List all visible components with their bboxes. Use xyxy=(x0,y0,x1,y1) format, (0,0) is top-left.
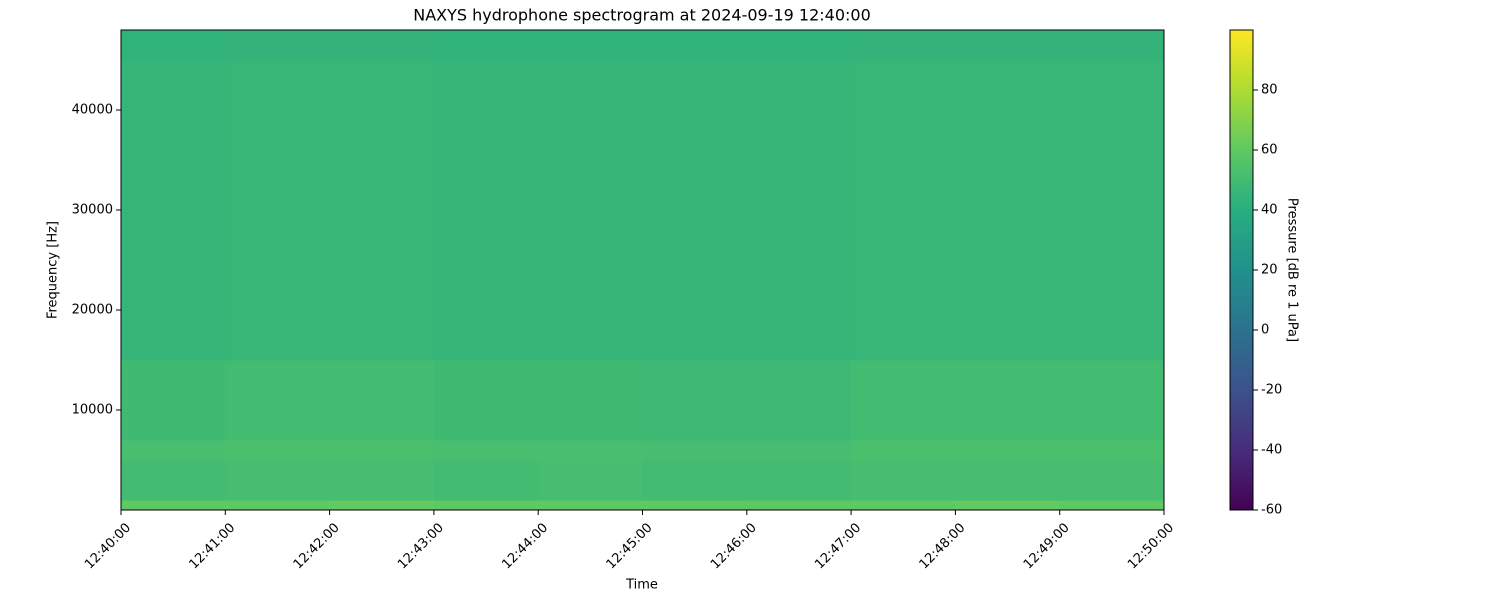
spectrogram-cell xyxy=(225,440,331,461)
colorbar-tick-label: 40 xyxy=(1261,203,1278,218)
spectrogram-cell xyxy=(433,360,539,441)
spectrogram-cell xyxy=(1059,440,1165,461)
chart-title: NAXYS hydrophone spectrogram at 2024-09-… xyxy=(413,6,871,25)
x-tick-label: 12:44:00 xyxy=(499,520,551,572)
spectrogram-cell xyxy=(955,360,1061,441)
spectrogram-cell xyxy=(851,30,956,61)
spectrogram-cell xyxy=(1059,30,1165,61)
x-axis-label: Time xyxy=(625,578,658,593)
colorbar-tick-label: -20 xyxy=(1261,383,1282,398)
spectrogram-cell xyxy=(642,500,748,511)
spectrogram-cell xyxy=(955,460,1061,501)
spectrogram-cell xyxy=(642,60,748,361)
spectrogram-cell xyxy=(433,30,539,61)
y-tick-label: 10000 xyxy=(72,403,113,418)
spectrogram-cell xyxy=(121,360,226,441)
spectrogram-cell xyxy=(433,500,539,511)
spectrogram-cell xyxy=(1059,460,1165,501)
colorbar-label: Pressure [dB re 1 uPa] xyxy=(1285,198,1300,342)
spectrogram-cell xyxy=(329,500,435,511)
x-tick-label: 12:45:00 xyxy=(604,520,656,572)
spectrogram-cell xyxy=(955,500,1061,511)
colorbar-tick-label: 0 xyxy=(1261,323,1269,338)
spectrogram-cell xyxy=(538,60,643,361)
spectrogram-cell xyxy=(642,440,748,461)
spectrogram-cell xyxy=(746,440,852,461)
spectrogram-cell xyxy=(121,500,226,511)
spectrogram-cell xyxy=(433,460,539,501)
spectrogram-cell xyxy=(1059,500,1165,511)
spectrogram-cell xyxy=(225,30,331,61)
x-tick-label: 12:50:00 xyxy=(1125,520,1177,572)
x-tick-label: 12:40:00 xyxy=(82,520,134,572)
spectrogram-cell xyxy=(851,500,956,511)
spectrogram-cell xyxy=(433,60,539,361)
x-tick-label: 12:49:00 xyxy=(1021,520,1073,572)
x-tick-label: 12:41:00 xyxy=(186,520,238,572)
spectrogram-cell xyxy=(538,360,643,441)
spectrogram-cell xyxy=(642,360,748,441)
colorbar-tick-label: 60 xyxy=(1261,143,1278,158)
spectrogram-cell xyxy=(538,440,643,461)
spectrogram-cell xyxy=(746,30,852,61)
spectrogram-cell xyxy=(1059,360,1165,441)
colorbar-tick-label: 80 xyxy=(1261,83,1278,98)
y-axis-label: Frequency [Hz] xyxy=(46,221,61,319)
spectrogram-cell xyxy=(225,500,331,511)
y-tick-label: 20000 xyxy=(72,303,113,318)
x-tick-label: 12:48:00 xyxy=(917,520,969,572)
spectrogram-cell xyxy=(329,60,435,361)
spectrogram-cell xyxy=(225,360,331,441)
spectrogram-cell xyxy=(642,30,748,61)
spectrogram-cell xyxy=(955,30,1061,61)
spectrogram-cell xyxy=(746,500,852,511)
spectrogram-cell xyxy=(121,30,226,61)
spectrogram-cell xyxy=(851,440,956,461)
x-tick-label: 12:42:00 xyxy=(291,520,343,572)
spectrogram-cell xyxy=(329,360,435,441)
y-tick-label: 40000 xyxy=(72,103,113,118)
spectrogram-cell xyxy=(121,440,226,461)
spectrogram-cell xyxy=(955,440,1061,461)
x-tick-label: 12:43:00 xyxy=(395,520,447,572)
spectrogram-cell xyxy=(955,60,1061,361)
spectrogram-cell xyxy=(538,500,643,511)
x-tick-label: 12:46:00 xyxy=(708,520,760,572)
spectrogram-cell xyxy=(746,360,852,441)
colorbar-tick-label: -40 xyxy=(1261,443,1282,458)
spectrogram-cell xyxy=(225,60,331,361)
y-tick-label: 30000 xyxy=(72,203,113,218)
spectrogram-cell xyxy=(851,60,956,361)
spectrogram-cell xyxy=(538,460,643,501)
spectrogram-cell xyxy=(746,460,852,501)
spectrogram-cell xyxy=(121,60,226,361)
spectrogram-cell xyxy=(329,440,435,461)
spectrogram-cell xyxy=(433,440,539,461)
spectrogram-cell xyxy=(329,460,435,501)
spectrogram-cell xyxy=(642,460,748,501)
spectrogram-cell xyxy=(329,30,435,61)
spectrogram-cell xyxy=(538,30,643,61)
spectrogram-cell xyxy=(1059,60,1165,361)
spectrogram-cell xyxy=(746,60,852,361)
colorbar xyxy=(1229,29,1254,511)
spectrogram-cell xyxy=(121,460,226,501)
spectrogram-cell xyxy=(851,460,956,501)
x-tick-label: 12:47:00 xyxy=(812,520,864,572)
colorbar-tick-label: 20 xyxy=(1261,263,1278,278)
colorbar-tick-label: -60 xyxy=(1261,503,1282,518)
spectrogram-cell xyxy=(851,360,956,441)
spectrogram-cell xyxy=(225,460,331,501)
